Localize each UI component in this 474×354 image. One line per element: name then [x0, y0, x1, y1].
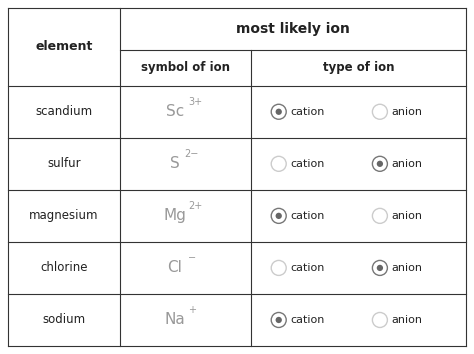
Circle shape: [377, 265, 383, 271]
Text: magnesium: magnesium: [29, 209, 99, 222]
Circle shape: [275, 109, 282, 115]
Text: type of ion: type of ion: [323, 62, 394, 74]
Text: cation: cation: [290, 107, 325, 117]
Text: Cl: Cl: [168, 261, 182, 275]
Text: anion: anion: [392, 159, 422, 169]
Text: symbol of ion: symbol of ion: [141, 62, 230, 74]
Text: −: −: [188, 253, 196, 263]
Text: sodium: sodium: [43, 314, 86, 326]
Circle shape: [275, 317, 282, 323]
Text: most likely ion: most likely ion: [236, 22, 350, 36]
Text: 3+: 3+: [188, 97, 202, 107]
Text: 2−: 2−: [184, 149, 199, 159]
Text: anion: anion: [392, 263, 422, 273]
Text: cation: cation: [290, 159, 325, 169]
Text: anion: anion: [392, 315, 422, 325]
Text: scandium: scandium: [36, 105, 93, 118]
Text: Mg: Mg: [164, 209, 186, 223]
Text: element: element: [36, 40, 93, 53]
Text: Na: Na: [164, 313, 185, 327]
Text: chlorine: chlorine: [40, 261, 88, 274]
Text: anion: anion: [392, 211, 422, 221]
Text: cation: cation: [290, 211, 325, 221]
Circle shape: [275, 213, 282, 219]
Text: 2+: 2+: [188, 201, 202, 211]
Text: S: S: [170, 156, 180, 171]
Text: Sc: Sc: [166, 104, 184, 119]
Text: +: +: [188, 306, 196, 315]
Text: cation: cation: [290, 263, 325, 273]
Text: anion: anion: [392, 107, 422, 117]
Circle shape: [377, 161, 383, 167]
Text: sulfur: sulfur: [47, 157, 81, 170]
Text: cation: cation: [290, 315, 325, 325]
